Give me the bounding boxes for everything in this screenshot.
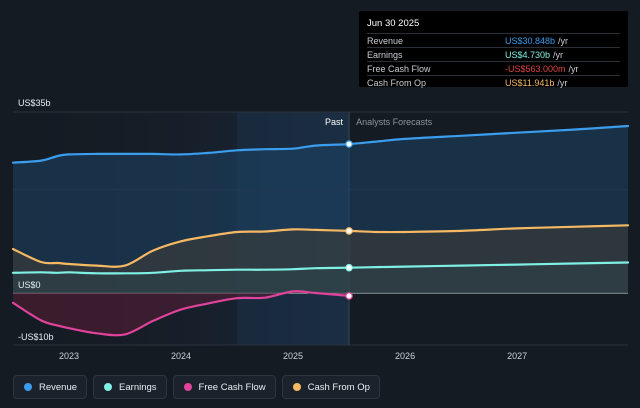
legend-label: Earnings <box>119 381 157 393</box>
tooltip-unit: /yr <box>553 49 564 60</box>
tooltip-label: Earnings <box>367 49 403 60</box>
tooltip-unit: /yr <box>568 63 579 74</box>
legend-dot-icon <box>292 383 301 391</box>
tooltip-row-free-cash-flow: Free Cash Flow -US$563.000m /yr <box>367 61 620 75</box>
tooltip-row-revenue: Revenue US$30.848b /yr <box>367 33 620 47</box>
area-earnings <box>13 262 628 293</box>
y-label-bottom: -US$10b <box>18 332 54 342</box>
tooltip-value: US$4.730b <box>505 49 551 60</box>
tooltip-label: Free Cash Flow <box>367 63 431 74</box>
legend-dot-icon <box>104 383 113 391</box>
series-areas <box>13 126 628 336</box>
x-tick-label: 2025 <box>283 351 303 361</box>
series-markers <box>345 140 353 300</box>
legend-label: Cash From Op <box>307 381 370 393</box>
legend-dot-icon <box>24 383 32 391</box>
past-label: Past <box>325 117 344 127</box>
tooltip-label: Cash From Op <box>367 77 427 88</box>
area-cash-from-op <box>13 225 628 293</box>
tooltip-row-earnings: Earnings US$4.730b /yr <box>367 47 620 61</box>
legend-label: Revenue <box>39 381 78 393</box>
tooltip-unit: /yr <box>558 35 569 46</box>
line-cash-from-op <box>11 224 630 268</box>
legend-item-free-cash-flow[interactable]: Free Cash Flow <box>172 375 276 399</box>
y-label-top: US$35b <box>18 98 51 108</box>
x-tick-label: 2024 <box>171 351 191 361</box>
area-revenue <box>13 126 628 293</box>
y-label-zero: US$0 <box>18 280 41 290</box>
tooltip-title: Jun 30 2025 <box>367 18 420 29</box>
line-free-cash-flow <box>11 290 351 337</box>
series-lines <box>11 124 630 337</box>
legend-item-earnings[interactable]: Earnings <box>93 375 167 399</box>
tooltip-value: -US$563.000m <box>505 63 566 74</box>
line-revenue <box>11 124 630 164</box>
x-tick-label: 2023 <box>59 351 79 361</box>
marker-cash-from-op <box>345 227 353 235</box>
tooltip-label: Revenue <box>367 35 404 46</box>
x-tick-label: 2026 <box>395 351 415 361</box>
tooltip: Jun 30 2025 Revenue US$30.848b /yr Earni… <box>359 11 628 89</box>
tooltip-value: US$30.848b <box>505 35 556 46</box>
marker-revenue <box>345 140 353 148</box>
legend-label: Free Cash Flow <box>198 381 266 393</box>
axis-labels: US$35b US$0 -US$10b Past Analysts Forecasts 2… <box>18 98 527 361</box>
marker-earnings <box>345 263 353 272</box>
tooltip-row-cash-from-op: Cash From Op US$11.941b /yr <box>367 75 620 89</box>
x-tick-label: 2027 <box>507 351 527 361</box>
legend: Revenue Earnings Free Cash Flow Cash Fro… <box>13 375 380 401</box>
marker-free-cash-flow <box>345 292 353 300</box>
tooltip-value: US$11.941b <box>505 77 555 88</box>
line-earnings <box>11 261 630 275</box>
tooltip-unit: /yr <box>557 77 568 88</box>
area-free-cash-flow <box>13 291 350 336</box>
legend-item-revenue[interactable]: Revenue <box>13 375 88 399</box>
legend-dot-icon <box>183 383 192 391</box>
forecast-label: Analysts Forecasts <box>356 117 433 127</box>
legend-item-cash-from-op[interactable]: Cash From Op <box>281 375 380 399</box>
